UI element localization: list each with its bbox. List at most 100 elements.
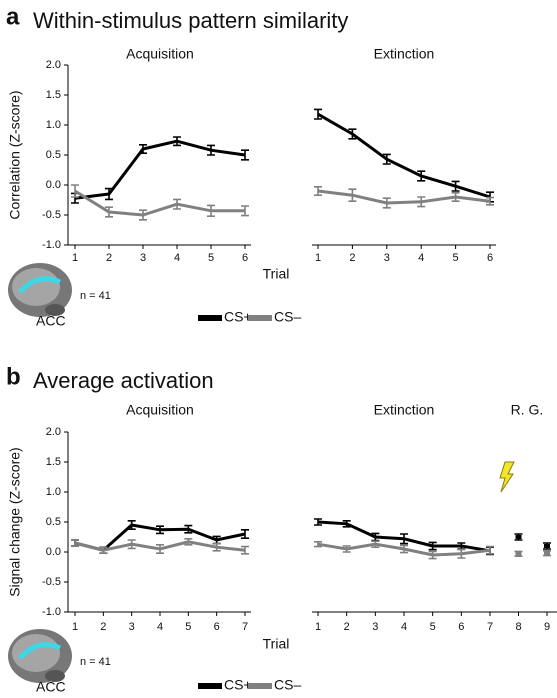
region-label: ACC [36, 679, 66, 695]
error-bar [212, 542, 221, 552]
x-tick-label: 2 [344, 621, 350, 633]
error-bar [241, 149, 249, 161]
error-bar [105, 206, 113, 218]
x-tick-label: 2 [106, 252, 112, 264]
legend-swatch [198, 683, 222, 689]
series-line [317, 189, 491, 205]
y-tick-label: 1.0 [46, 486, 61, 498]
error-bar [342, 520, 351, 528]
error-bar [451, 192, 460, 202]
y-tick-label: 1.5 [46, 89, 61, 101]
subplot-title: Acquisition [126, 46, 194, 62]
chart-title: Average activation [33, 368, 214, 393]
x-tick-label: 3 [384, 252, 390, 264]
error-bar [207, 204, 215, 217]
error-bar [314, 518, 322, 526]
error-bar [314, 541, 322, 548]
x-tick-label: 5 [208, 252, 214, 264]
x-tick-label: 4 [401, 621, 407, 633]
error-bar [139, 209, 147, 221]
error-bar [105, 187, 113, 201]
x-tick-label: 4 [418, 252, 424, 264]
y-tick-label: 0.0 [46, 546, 61, 558]
y-tick-label: 0.5 [46, 149, 61, 161]
error-bar [156, 544, 164, 554]
error-bar [314, 108, 322, 120]
subplot-title: Acquisition [126, 402, 194, 418]
subplot-title: Extinction [374, 402, 435, 418]
region-label: ACC [36, 313, 66, 329]
legend-label: CS– [274, 677, 301, 693]
series-line [74, 189, 245, 217]
y-tick-label: 1.0 [46, 119, 61, 131]
point [544, 551, 550, 556]
sample-note: n = 41 [80, 290, 111, 302]
brain-icon [8, 263, 72, 317]
panel-label: b [6, 363, 21, 390]
error-bar [184, 538, 193, 546]
point [515, 551, 522, 556]
error-bar [348, 128, 357, 140]
x-tick-label: 5 [185, 621, 191, 633]
error-bar [400, 533, 408, 545]
error-bar [486, 196, 494, 206]
error-bar [348, 188, 357, 202]
x-tick-label: 1 [315, 252, 321, 264]
x-tick-label: 3 [140, 252, 146, 264]
error-bar [382, 197, 391, 209]
error-bar [99, 546, 108, 554]
x-tick-label: 5 [430, 621, 436, 633]
subplot-title: R. G. [511, 402, 544, 418]
x-tick-label: 7 [242, 621, 248, 633]
y-tick-label: -0.5 [42, 209, 61, 221]
y-tick-label: 2.0 [46, 426, 61, 438]
series-line [317, 112, 491, 199]
error-bar [342, 545, 351, 553]
error-bar [486, 545, 494, 555]
y-axis-label: Correlation (Z-score) [7, 90, 23, 219]
error-bar [371, 540, 380, 548]
error-bar [241, 205, 249, 217]
point [544, 544, 550, 548]
y-tick-label: -1.0 [42, 239, 61, 251]
x-tick-label: 7 [487, 621, 493, 633]
x-tick-label: 6 [487, 252, 493, 264]
sample-note: n = 41 [80, 656, 111, 668]
error-bar [417, 170, 426, 182]
brain-icon [8, 629, 72, 683]
legend-label: CS+ [224, 309, 252, 325]
error-bar [428, 550, 437, 560]
error-bar [400, 544, 408, 554]
error-bar [457, 548, 466, 559]
y-axis-label: Signal change (Z-score) [7, 447, 23, 596]
x-tick-label: 4 [157, 621, 163, 633]
error-bar [451, 180, 460, 192]
error-bar [127, 539, 136, 550]
y-tick-label: 2.0 [46, 59, 61, 71]
x-tick-label: 4 [174, 252, 180, 264]
x-tick-label: 2 [349, 252, 355, 264]
x-tick-label: 9 [544, 621, 550, 633]
y-tick-label: 0.5 [46, 516, 61, 528]
error-bar [71, 539, 79, 547]
subplot-title: Extinction [374, 46, 435, 62]
y-tick-label: 0.0 [46, 179, 61, 191]
legend-swatch [248, 683, 272, 689]
point [515, 535, 522, 539]
error-bar [184, 524, 193, 534]
x-tick-label: 8 [515, 621, 521, 633]
x-tick-label: 3 [129, 621, 135, 633]
error-bar [428, 541, 437, 551]
x-tick-label: 6 [242, 252, 248, 264]
error-bar [382, 153, 391, 165]
error-bar [207, 144, 215, 156]
x-tick-label: 6 [458, 621, 464, 633]
chart-title: Within-stimulus pattern similarity [33, 8, 348, 33]
x-tick-label: 5 [453, 252, 459, 264]
legend-label: CS– [274, 309, 301, 325]
lightning-icon [499, 461, 515, 493]
x-tick-label: 2 [100, 621, 106, 633]
x-tick-label: 1 [72, 252, 78, 264]
x-axis-label: Trial [263, 266, 290, 282]
